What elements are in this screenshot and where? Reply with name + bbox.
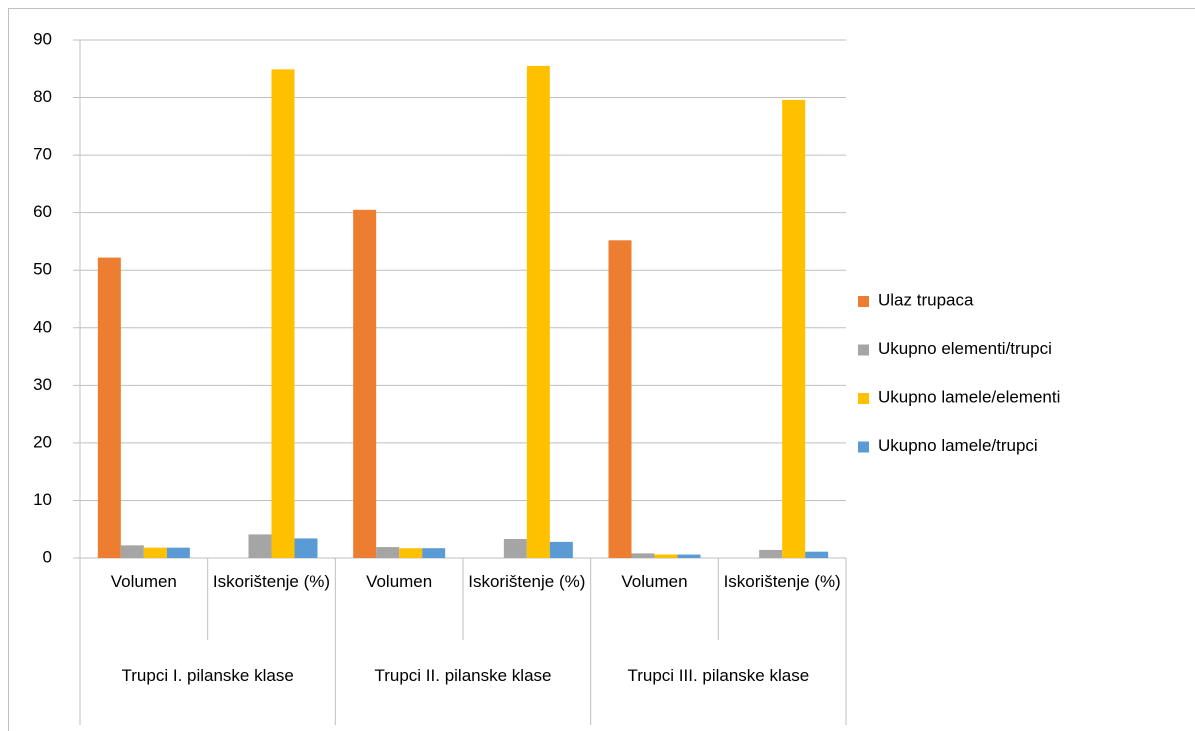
- legend-swatch: [858, 296, 869, 307]
- bar: [271, 69, 295, 558]
- bar: [654, 554, 678, 558]
- chart-frame: [8, 8, 1195, 731]
- bar: [399, 548, 423, 558]
- x-tick-label: Volumen: [110, 572, 177, 591]
- x-tick-label: Volumen: [366, 572, 433, 591]
- legend-label: Ukupno elementi/trupci: [878, 339, 1052, 358]
- bar: [503, 539, 527, 558]
- legend-swatch: [858, 393, 869, 404]
- bar: [248, 534, 272, 558]
- bar: [120, 545, 144, 558]
- bar: [143, 547, 167, 558]
- x-tick-label: Iskorištenje (%): [723, 572, 841, 591]
- y-tick-label: 10: [33, 490, 52, 509]
- x-tick-label: Volumen: [621, 572, 688, 591]
- y-tick-label: 60: [33, 202, 52, 221]
- bar: [422, 548, 446, 558]
- x-group-label: Trupci I. pilanske klase: [121, 666, 294, 685]
- legend-label: Ukupno lamele/elementi: [878, 387, 1060, 406]
- bar: [759, 549, 783, 558]
- bar: [782, 99, 806, 558]
- y-tick-label: 50: [33, 260, 52, 279]
- bar: [526, 65, 550, 559]
- legend-label: Ukupno lamele/trupci: [878, 436, 1038, 455]
- bar: [549, 541, 573, 558]
- bar: [677, 554, 701, 558]
- legend-label: Ulaz trupaca: [878, 290, 974, 309]
- y-tick-label: 20: [33, 432, 52, 451]
- y-tick-label: 80: [33, 87, 52, 106]
- bar: [353, 209, 377, 559]
- bar: [294, 538, 318, 558]
- y-tick-label: 90: [33, 29, 52, 48]
- bar: [166, 547, 190, 558]
- bar: [805, 551, 829, 558]
- y-tick-label: 0: [43, 547, 52, 566]
- bar: [608, 240, 632, 558]
- bar: [631, 553, 655, 558]
- y-tick-label: 40: [33, 317, 52, 336]
- y-tick-label: 30: [33, 375, 52, 394]
- x-tick-label: Iskorištenje (%): [468, 572, 586, 591]
- y-tick-label: 70: [33, 145, 52, 164]
- legend-swatch: [858, 344, 869, 356]
- legend-swatch: [858, 441, 869, 453]
- bar: [376, 547, 400, 558]
- x-group-label: Trupci II. pilanske klase: [374, 666, 552, 685]
- x-tick-label: Iskorištenje (%): [212, 572, 331, 591]
- bar: [97, 257, 121, 558]
- x-group-label: Trupci III. pilanske klase: [627, 666, 810, 685]
